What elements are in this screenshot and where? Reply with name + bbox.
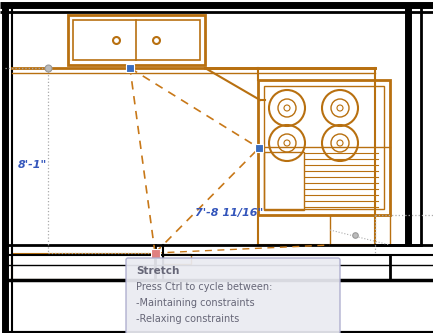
Text: Stretch: Stretch (136, 266, 179, 276)
Bar (258, 80, 390, 215)
Bar (163, 254, 191, 264)
FancyBboxPatch shape (126, 258, 340, 333)
Text: Press Ctrl to cycle between:: Press Ctrl to cycle between: (136, 282, 272, 292)
Bar (126, 64, 134, 72)
Bar (264, 152, 304, 210)
Bar (264, 86, 384, 209)
Text: 8'-1": 8'-1" (18, 160, 47, 170)
Text: -Maintaining constraints: -Maintaining constraints (136, 298, 255, 308)
Bar (73, 20, 200, 60)
Text: -Relaxing constraints: -Relaxing constraints (136, 314, 239, 324)
Bar (68, 15, 205, 65)
Text: 7'-8 11/16": 7'-8 11/16" (195, 208, 263, 218)
Bar (12, 254, 155, 280)
Bar (255, 144, 263, 152)
Bar (151, 249, 160, 258)
Bar (330, 215, 390, 245)
